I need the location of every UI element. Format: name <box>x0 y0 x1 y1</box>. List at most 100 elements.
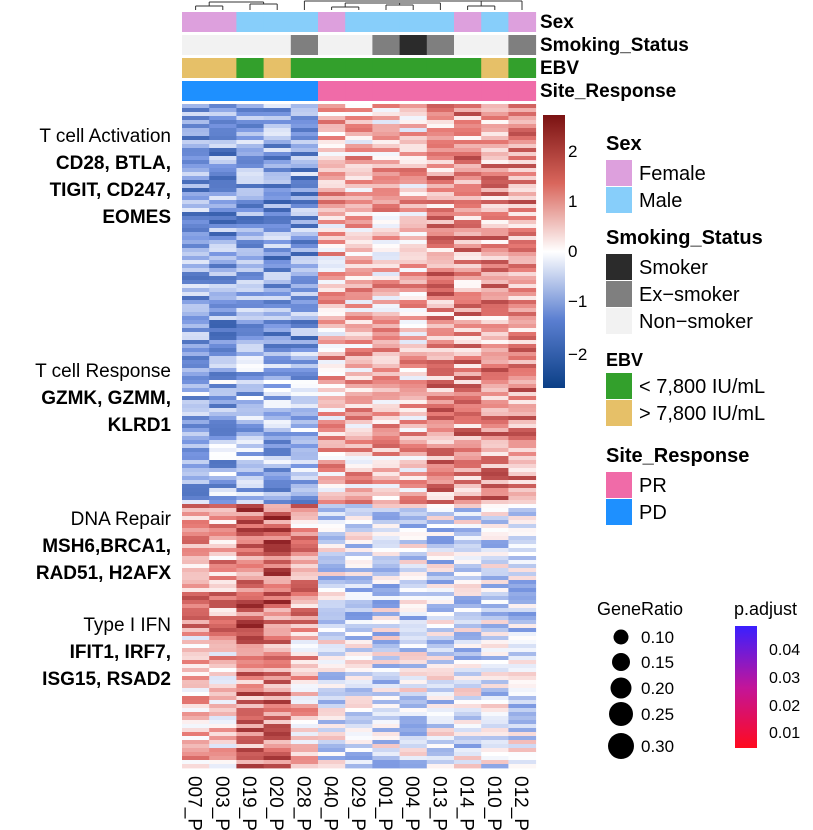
heatmap-cell <box>236 636 265 641</box>
heatmap-cell <box>263 232 292 237</box>
legend-label: Female <box>639 163 706 185</box>
heatmap-cell <box>345 424 373 429</box>
heatmap-cell <box>263 280 292 285</box>
heatmap-cell <box>508 584 537 589</box>
heatmap-cell <box>426 632 455 637</box>
heatmap-cell <box>263 160 292 165</box>
heatmap-cell <box>508 752 537 757</box>
heatmap-cell <box>182 656 210 661</box>
heatmap-cell <box>182 368 210 373</box>
annotation-cell-smoking-status <box>290 35 319 55</box>
heatmap-cell <box>399 132 428 137</box>
heatmap-cell <box>372 164 401 169</box>
heatmap-cell <box>182 608 210 613</box>
heatmap-cell <box>318 432 346 437</box>
heatmap-cell <box>236 384 265 389</box>
heatmap-cell <box>454 452 482 457</box>
heatmap-cell <box>399 216 428 221</box>
heatmap-cell <box>209 144 237 149</box>
heatmap-cell <box>454 588 482 593</box>
heatmap-cell <box>209 316 237 321</box>
heatmap-cell <box>508 400 537 405</box>
heatmap-cell <box>345 624 373 629</box>
heatmap-cell <box>372 112 401 117</box>
heatmap-cell <box>345 192 373 197</box>
annotation-cell-sex <box>290 12 319 32</box>
heatmap-cell <box>454 372 482 377</box>
heatmap-cell <box>318 520 346 525</box>
heatmap-cell <box>236 264 265 269</box>
heatmap-cell <box>481 708 509 713</box>
heatmap-cell <box>399 144 428 149</box>
heatmap-cell <box>399 316 428 321</box>
heatmap-cell <box>236 240 265 245</box>
heatmap-cell <box>508 724 537 729</box>
heatmap-cell <box>290 452 319 457</box>
heatmap-cell <box>454 200 482 205</box>
heatmap-cell <box>345 320 373 325</box>
heatmap-cell <box>236 716 265 721</box>
heatmap-cell <box>454 276 482 281</box>
heatmap-cell <box>318 676 346 681</box>
heatmap-cell <box>481 612 509 617</box>
heatmap-cell <box>426 160 455 165</box>
heatmap-cell <box>508 536 537 541</box>
heatmap-cell <box>481 624 509 629</box>
heatmap-cell <box>209 396 237 401</box>
heatmap-cell <box>481 648 509 653</box>
heatmap-cell <box>508 372 537 377</box>
heatmap-cell <box>318 288 346 293</box>
heatmap-cell <box>426 636 455 641</box>
annotation-cell-smoking-status <box>236 35 265 55</box>
heatmap-cell <box>426 368 455 373</box>
heatmap-cell <box>209 632 237 637</box>
heatmap-cell <box>345 160 373 165</box>
heatmap-cell <box>182 628 210 633</box>
heatmap-cell <box>209 556 237 561</box>
heatmap-cell <box>318 576 346 581</box>
heatmap-cell <box>209 268 237 273</box>
heatmap-cell <box>345 540 373 545</box>
heatmap-cell <box>290 236 319 241</box>
heatmap-cell <box>236 752 265 757</box>
heatmap-cell <box>236 360 265 365</box>
heatmap-cell <box>481 304 509 309</box>
heatmap-cell <box>263 288 292 293</box>
heatmap-cell <box>209 232 237 237</box>
heatmap-cell <box>182 436 210 441</box>
gene-block-genes: CD28, BTLA, <box>56 153 171 174</box>
heatmap-cell <box>481 356 509 361</box>
heatmap-cell <box>426 284 455 289</box>
heatmap-cell <box>426 376 455 381</box>
heatmap-cell <box>508 668 537 673</box>
annotation-cell-sex <box>372 12 401 32</box>
heatmap-cell <box>372 140 401 145</box>
heatmap-cell <box>399 612 428 617</box>
heatmap-cell <box>182 468 210 473</box>
heatmap-cell <box>481 436 509 441</box>
heatmap-cell <box>481 668 509 673</box>
heatmap-cell <box>263 760 292 765</box>
heatmap-cell <box>209 312 237 317</box>
heatmap-cell <box>290 608 319 613</box>
heatmap-cell <box>318 304 346 309</box>
heatmap-cell <box>372 108 401 113</box>
heatmap-cell <box>454 404 482 409</box>
heatmap-cell <box>182 600 210 605</box>
heatmap-cell <box>508 252 537 257</box>
heatmap-cell <box>236 112 265 117</box>
heatmap-cell <box>182 696 210 701</box>
heatmap-cell <box>345 184 373 189</box>
heatmap-cell <box>318 628 346 633</box>
heatmap-cell <box>399 156 428 161</box>
heatmap-cell <box>182 488 210 493</box>
annotation-cell-sex <box>263 12 292 32</box>
heatmap-cell <box>454 696 482 701</box>
heatmap-cell <box>454 536 482 541</box>
heatmap-cell <box>182 644 210 649</box>
heatmap-cell <box>182 176 210 181</box>
heatmap-cell <box>372 764 401 769</box>
heatmap-cell <box>372 620 401 625</box>
heatmap-cell <box>399 312 428 317</box>
